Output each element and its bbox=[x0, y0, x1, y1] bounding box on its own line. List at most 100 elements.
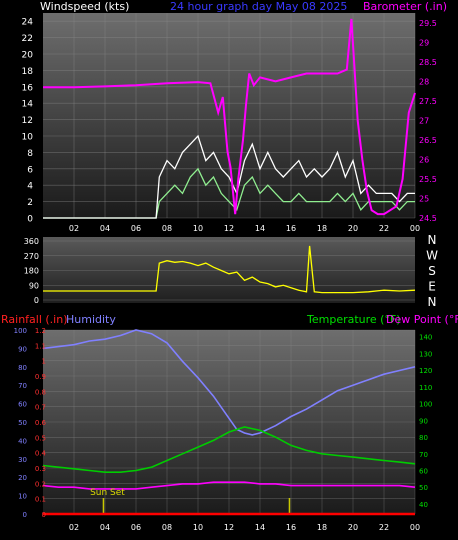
compass-label: W bbox=[426, 249, 438, 263]
rain-tick-label: 0.9 bbox=[35, 373, 46, 381]
dew-axis-title: Dew Point (°F) bbox=[386, 313, 458, 326]
wind-x-tick-label: 06 bbox=[131, 224, 141, 233]
lower-x-tick-label: 08 bbox=[162, 523, 172, 532]
baro-tick-label: 24.5 bbox=[419, 214, 437, 223]
lower-x-tick-label: 04 bbox=[100, 523, 110, 532]
wind-direction-line bbox=[43, 245, 416, 294]
humidity-tick-label: 0 bbox=[23, 511, 27, 519]
wind-x-tick-label: 22 bbox=[379, 224, 389, 233]
chart-marks bbox=[42, 18, 416, 516]
humidity-tick-label: 80 bbox=[18, 364, 27, 372]
baro-axis-title: Barometer (.in) bbox=[363, 0, 447, 13]
wind-tick-label: 20 bbox=[22, 51, 34, 61]
temp-tick-label: 120 bbox=[419, 367, 432, 375]
temp-axis-title: Temperature (°F) bbox=[306, 313, 401, 326]
wind-tick-label: 10 bbox=[22, 133, 34, 143]
wind-x-tick-label: 12 bbox=[224, 224, 234, 233]
lower-x-tick-label: 00 bbox=[410, 523, 420, 532]
temp-tick-label: 130 bbox=[419, 350, 432, 358]
humidity-tick-label: 10 bbox=[18, 493, 27, 501]
baro-tick-label: 28.5 bbox=[419, 58, 437, 67]
wind-x-tick-label: 20 bbox=[348, 224, 358, 233]
rain-tick-label: 1.1 bbox=[35, 342, 46, 350]
sun-set-annotation: Sun Set bbox=[90, 488, 125, 498]
humidity-axis-title: Humidity bbox=[66, 313, 116, 326]
wind-tick-label: 16 bbox=[22, 83, 34, 93]
gridlines bbox=[43, 13, 416, 515]
temp-tick-label: 40 bbox=[419, 501, 428, 509]
lower-x-tick-label: 06 bbox=[131, 523, 141, 532]
wind-x-tick-label: 08 bbox=[162, 224, 172, 233]
baro-tick-label: 29.5 bbox=[419, 19, 437, 28]
temp-tick-label: 70 bbox=[419, 451, 428, 459]
wind-x-tick-label: 16 bbox=[286, 224, 296, 233]
baro-tick-label: 27.5 bbox=[419, 97, 437, 106]
temp-tick-label: 80 bbox=[419, 434, 428, 442]
temperature-line bbox=[42, 426, 416, 474]
rain-tick-label: 0.2 bbox=[35, 480, 46, 488]
humidity-tick-label: 30 bbox=[18, 456, 27, 464]
lower-x-tick-label: 20 bbox=[348, 523, 358, 532]
chart-title: 24 hour graph day May 08 2025 bbox=[170, 0, 347, 13]
temp-tick-label: 60 bbox=[419, 468, 428, 476]
dewpoint-line bbox=[42, 481, 416, 490]
rain-tick-label: 0 bbox=[42, 511, 46, 519]
lower-x-tick-label: 02 bbox=[69, 523, 79, 532]
wind-x-tick-label: 10 bbox=[193, 224, 203, 233]
wind-x-tick-label: 18 bbox=[317, 224, 327, 233]
rain-tick-label: 1 bbox=[42, 358, 46, 366]
temp-tick-label: 110 bbox=[419, 384, 432, 392]
humidity-tick-label: 60 bbox=[18, 401, 27, 409]
barometer-line bbox=[43, 18, 416, 216]
temp-tick-label: 100 bbox=[419, 401, 432, 409]
dir-tick-label: 360 bbox=[24, 237, 39, 246]
wind-gust-line bbox=[43, 134, 415, 219]
dir-tick-label: 0 bbox=[34, 296, 39, 305]
rain-tick-label: 0.6 bbox=[35, 419, 47, 427]
wind-tick-label: 4 bbox=[27, 182, 33, 192]
humidity-tick-label: 20 bbox=[18, 474, 27, 482]
lower-x-tick-label: 18 bbox=[317, 523, 327, 532]
rain-tick-label: 0.8 bbox=[35, 388, 46, 396]
rain-tick-label: 0.5 bbox=[35, 434, 46, 442]
humidity-tick-label: 50 bbox=[18, 419, 27, 427]
temp-tick-label: 140 bbox=[419, 334, 432, 342]
wind-tick-label: 24 bbox=[22, 18, 34, 28]
humidity-tick-label: 90 bbox=[18, 345, 27, 353]
rain-tick-label: 0.3 bbox=[35, 465, 46, 473]
dir-tick-label: 90 bbox=[29, 281, 39, 290]
compass-label: N bbox=[428, 233, 437, 247]
wind-x-tick-label: 14 bbox=[255, 224, 265, 233]
dir-tick-label: 180 bbox=[24, 267, 39, 276]
wind-tick-label: 22 bbox=[22, 34, 33, 44]
baro-tick-label: 28 bbox=[419, 77, 429, 86]
wind-tick-label: 0 bbox=[27, 215, 33, 225]
lower-x-tick-label: 12 bbox=[224, 523, 234, 532]
wind-x-tick-label: 02 bbox=[69, 224, 79, 233]
wind-axis-title: Windspeed (kts) bbox=[40, 0, 129, 13]
rain-axis-title: Rainfall (.in) bbox=[1, 313, 68, 326]
temp-tick-label: 90 bbox=[419, 417, 428, 425]
humidity-tick-label: 100 bbox=[14, 327, 27, 335]
wind-tick-label: 18 bbox=[22, 67, 34, 77]
baro-tick-label: 25 bbox=[419, 194, 429, 203]
lower-x-tick-label: 10 bbox=[193, 523, 203, 532]
rain-tick-label: 0.4 bbox=[35, 450, 47, 458]
compass-label: E bbox=[428, 280, 436, 294]
rain-tick-label: 0.1 bbox=[35, 496, 46, 504]
compass-label: N bbox=[428, 295, 437, 309]
rain-tick-label: 0.7 bbox=[35, 404, 46, 412]
dir-tick-label: 270 bbox=[24, 252, 39, 261]
humidity-tick-label: 70 bbox=[18, 382, 27, 390]
wind-tick-label: 6 bbox=[27, 165, 33, 175]
wind-x-tick-label: 00 bbox=[410, 224, 420, 233]
wind-tick-label: 2 bbox=[27, 198, 33, 208]
wind-tick-label: 12 bbox=[22, 116, 33, 126]
compass-label: S bbox=[428, 264, 436, 278]
lower-x-tick-label: 22 bbox=[379, 523, 389, 532]
wind-tick-label: 14 bbox=[22, 100, 34, 110]
baro-tick-label: 25.5 bbox=[419, 175, 437, 184]
temp-tick-label: 50 bbox=[419, 484, 428, 492]
wind-tick-label: 8 bbox=[27, 149, 33, 159]
